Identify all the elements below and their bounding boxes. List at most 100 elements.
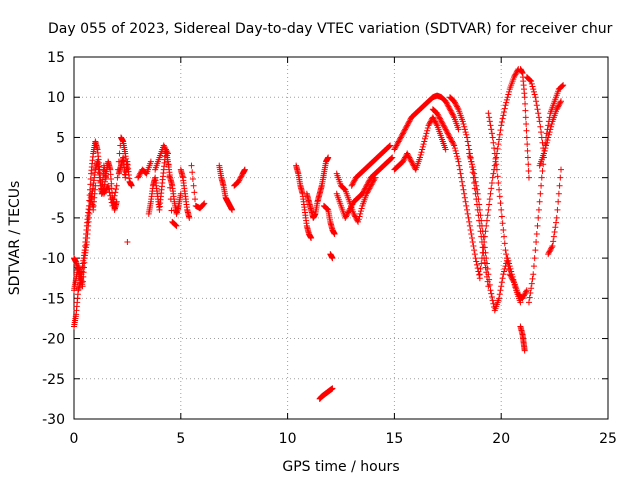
data-point (340, 185, 347, 192)
data-point (545, 249, 552, 256)
data-point (521, 94, 528, 101)
data-point (538, 174, 545, 181)
data-point (464, 210, 471, 217)
data-point (429, 114, 436, 121)
data-point (555, 103, 562, 110)
data-point (513, 70, 520, 77)
data-point (454, 103, 461, 110)
data-point (502, 102, 509, 109)
data-point (527, 77, 534, 84)
data-point (547, 247, 554, 254)
data-point (529, 83, 536, 90)
data-point (541, 147, 548, 154)
data-point (112, 189, 119, 196)
data-point (520, 292, 527, 299)
data-point (368, 181, 375, 188)
data-point (464, 134, 471, 141)
data-point (113, 198, 120, 205)
data-point (456, 162, 463, 169)
data-point (172, 222, 179, 229)
data-point (469, 239, 476, 246)
data-point (533, 102, 540, 109)
data-point (532, 94, 539, 101)
data-point (486, 114, 493, 121)
data-point (444, 100, 451, 107)
data-point (454, 155, 461, 162)
y-tick-label: 5 (56, 130, 65, 146)
chart-title: Day 055 of 2023, Sidereal Day-to-day VTE… (48, 21, 613, 37)
data-point (172, 221, 179, 228)
data-point (530, 86, 537, 93)
data-point (542, 145, 549, 152)
data-point (466, 222, 473, 229)
data-point (452, 100, 459, 107)
data-point (489, 134, 496, 141)
data-point (463, 202, 470, 209)
data-point (505, 263, 512, 270)
data-point (462, 129, 469, 136)
data-point (421, 138, 428, 145)
data-point (427, 119, 433, 126)
data-point (499, 275, 506, 282)
data-point (462, 198, 469, 205)
data-point (448, 108, 455, 115)
data-point (442, 126, 449, 133)
data-point (342, 214, 349, 221)
data-point (558, 166, 565, 173)
data-point (526, 294, 533, 301)
data-point (372, 174, 379, 181)
data-point (444, 102, 451, 109)
data-point (445, 131, 452, 138)
data-point (405, 153, 412, 160)
data-point (498, 279, 505, 286)
data-point (558, 98, 565, 105)
data-point (476, 206, 483, 213)
data-point (538, 182, 545, 189)
data-point (492, 155, 499, 162)
data-point (485, 206, 492, 213)
data-point (525, 161, 532, 168)
data-point (496, 295, 503, 302)
data-point (236, 177, 243, 184)
data-point (476, 201, 483, 208)
data-point (190, 182, 197, 189)
data-point (367, 182, 374, 189)
data-point (396, 137, 403, 144)
data-point (446, 134, 453, 141)
data-point (494, 145, 501, 152)
data-point (461, 123, 468, 130)
data-point (521, 291, 528, 298)
data-point (454, 104, 461, 111)
data-point (401, 127, 408, 134)
y-tick-label: -10 (42, 251, 65, 267)
data-point (201, 200, 208, 207)
data-point (508, 275, 515, 282)
data-point (473, 258, 480, 265)
data-point (535, 110, 542, 117)
data-point (473, 186, 480, 193)
data-point (404, 121, 411, 128)
data-point (535, 206, 542, 213)
data-point (404, 122, 411, 129)
data-point (371, 176, 378, 183)
data-point (451, 145, 458, 152)
data-point (507, 272, 514, 279)
data-point (367, 184, 374, 191)
data-point (555, 102, 562, 109)
data-point (354, 217, 361, 224)
data-point (431, 117, 438, 124)
data-point (533, 239, 540, 246)
data-point (406, 118, 413, 125)
data-point (405, 119, 412, 126)
data-point (87, 176, 94, 183)
data-point (87, 181, 94, 188)
data-point (395, 138, 402, 145)
data-point (470, 166, 477, 173)
data-point (444, 129, 451, 136)
data-point (503, 255, 510, 262)
data-point (548, 121, 555, 128)
data-point (523, 121, 530, 128)
data-point (449, 139, 456, 146)
data-point (192, 196, 199, 203)
data-point (532, 247, 539, 254)
